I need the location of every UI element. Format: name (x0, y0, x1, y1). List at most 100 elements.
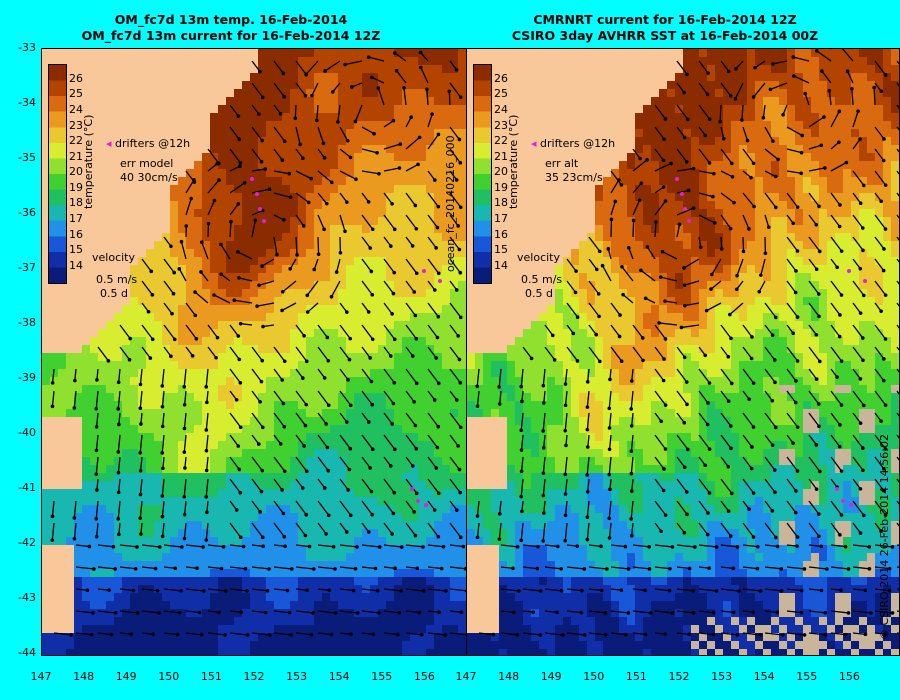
velocity-arrowhead (419, 632, 424, 637)
velocity-arrowhead (542, 401, 546, 405)
velocity-arrowhead (257, 442, 261, 446)
velocity-arrow (588, 544, 602, 547)
velocity-arrow (544, 632, 563, 636)
velocity-arrowhead (368, 356, 373, 360)
velocity-arrowhead (705, 422, 710, 427)
velocity-arrow (786, 610, 802, 614)
velocity-arrowhead (706, 71, 710, 75)
velocity-arrow (405, 192, 416, 206)
velocity-arrow (200, 271, 209, 282)
velocity-arrow (542, 368, 546, 386)
velocity-arrowhead (369, 379, 374, 384)
velocity-arrow (764, 214, 770, 228)
velocity-arrowhead (183, 466, 187, 470)
velocity-arrow (405, 302, 416, 316)
velocity-arrow (261, 258, 275, 267)
velocity-arrow (205, 412, 209, 431)
velocity-arrow (758, 280, 766, 292)
velocity-arrowhead (236, 444, 241, 448)
velocity-arrowhead (391, 401, 396, 406)
velocity-arrow (742, 522, 755, 538)
velocity-arrowhead (322, 486, 327, 490)
velocity-arrow (522, 544, 539, 548)
velocity-arrow (185, 302, 196, 316)
velocity-arrow (608, 522, 612, 538)
velocity-arrow (586, 456, 590, 475)
velocity-arrowhead (414, 446, 419, 451)
velocity-arrow (73, 500, 77, 518)
velocity-arrow (654, 162, 672, 172)
velocity-arrowhead (389, 244, 393, 248)
longitude-tick-label: 153 (711, 670, 733, 683)
velocity-arrowhead (238, 321, 243, 326)
velocity-arrow (610, 566, 629, 570)
velocity-arrowhead (846, 611, 851, 615)
velocity-arrowhead (414, 336, 419, 341)
velocity-arrow (119, 610, 138, 614)
velocity-arrow (183, 412, 187, 429)
velocity-arrow (852, 346, 864, 361)
velocity-arrowhead (698, 245, 703, 250)
velocity-arrow (874, 610, 893, 614)
velocity-arrow (295, 588, 308, 591)
velocity-arrowhead (670, 611, 675, 615)
velocity-arrowhead (890, 545, 895, 549)
velocity-arrow (830, 236, 843, 252)
velocity-arrow (808, 280, 820, 295)
velocity-arrow (720, 170, 733, 178)
velocity-arrow (566, 610, 582, 614)
velocity-arrow (720, 82, 732, 97)
velocity-arrow (830, 280, 843, 296)
velocity-arrowhead (312, 267, 317, 272)
velocity-arrowhead (280, 308, 284, 313)
velocity-arrowhead (585, 405, 590, 409)
velocity-arrowhead (839, 469, 844, 473)
velocity-arrowhead (597, 359, 602, 364)
velocity-arrowhead (773, 425, 778, 430)
velocity-arrowhead (881, 378, 886, 383)
velocity-arrow (207, 163, 218, 172)
velocity-arrowhead (238, 535, 243, 540)
velocity-arrowhead (348, 446, 353, 451)
velocity-arrow (118, 478, 121, 493)
velocity-arrowhead (177, 267, 182, 271)
velocity-arrow (874, 478, 885, 492)
velocity-arrowhead (759, 273, 763, 277)
velocity-arrow (500, 544, 518, 548)
velocity-arrowhead (435, 335, 440, 340)
velocity-arrowhead (585, 515, 590, 519)
velocity-arrow (361, 214, 374, 230)
velocity-arrowhead (255, 304, 259, 308)
velocity-arrowhead (775, 544, 780, 549)
velocity-arrow (427, 566, 442, 570)
velocity-arrow (383, 544, 402, 548)
colorbar-tick-label: 25 (494, 87, 508, 101)
longitude-tick-label: 155 (371, 670, 393, 683)
velocity-arrow (711, 258, 722, 275)
velocity-arrow (258, 280, 275, 286)
velocity-arrowhead (237, 467, 242, 472)
velocity-arrow (566, 302, 579, 318)
velocity-arrowhead (519, 469, 524, 474)
velocity-arrowhead (608, 377, 612, 382)
velocity-arrow (139, 500, 143, 519)
velocity-arrowhead (585, 445, 590, 449)
velocity-arrowhead (242, 181, 247, 185)
velocity-arrowhead (819, 588, 824, 593)
velocity-arrowhead (116, 517, 121, 521)
velocity-arrowhead (430, 112, 434, 116)
velocity-arrowhead (50, 514, 55, 519)
velocity-arrow (185, 566, 198, 569)
velocity-arrowhead (193, 290, 197, 294)
velocity-arrow (654, 500, 667, 516)
velocity-arrowhead (117, 422, 121, 427)
colorbar-tick-label: 21 (494, 149, 508, 163)
velocity-arrowhead (458, 380, 463, 385)
velocity-arrowhead (773, 380, 777, 385)
velocity-arrowhead (691, 611, 696, 615)
velocity-arrowhead (94, 534, 99, 539)
velocity-arrowhead (410, 464, 415, 468)
velocity-arrow (852, 522, 862, 534)
velocity-arrow (229, 632, 248, 636)
velocity-arrow (161, 390, 165, 407)
